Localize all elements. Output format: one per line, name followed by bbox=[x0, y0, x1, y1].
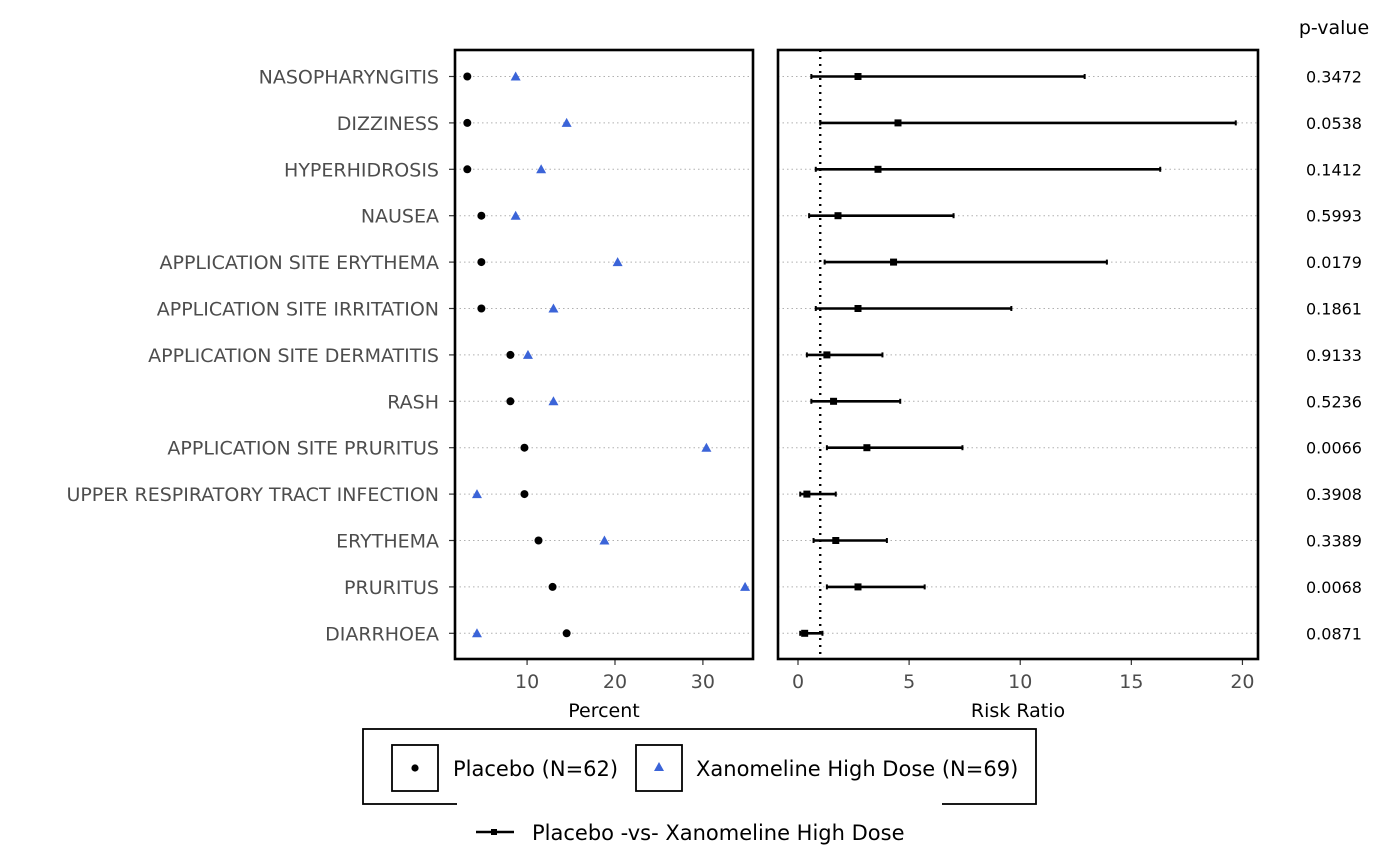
percent-x-tick-label: 30 bbox=[691, 671, 715, 693]
p-value: 0.0068 bbox=[1306, 578, 1362, 597]
term-label: RASH bbox=[387, 391, 439, 413]
legend-risk-ratio-label: Placebo -vs- Xanomeline High Dose bbox=[532, 821, 905, 845]
risk-ratio-x-tick-label: 0 bbox=[792, 671, 804, 693]
risk-ratio-estimate bbox=[854, 583, 862, 591]
term-label: DIZZINESS bbox=[337, 113, 439, 135]
placebo-point bbox=[463, 72, 472, 81]
risk-ratio-estimate bbox=[830, 397, 838, 405]
p-value: 0.5236 bbox=[1306, 392, 1362, 411]
p-value: 0.0871 bbox=[1306, 624, 1362, 643]
xanomeline-point bbox=[599, 535, 610, 545]
percent-x-tick-label: 20 bbox=[603, 671, 627, 693]
p-value: 0.0179 bbox=[1306, 253, 1362, 272]
p-value: 0.0538 bbox=[1306, 114, 1362, 133]
term-label: UPPER RESPIRATORY TRACT INFECTION bbox=[66, 484, 439, 506]
xanomeline-point bbox=[536, 164, 547, 174]
risk-ratio-estimate bbox=[894, 119, 902, 127]
term-label: APPLICATION SITE PRURITUS bbox=[167, 438, 439, 460]
risk-ratio-estimate bbox=[890, 258, 898, 266]
placebo-point bbox=[548, 582, 557, 591]
legend-xanomeline-triangle-icon bbox=[654, 762, 664, 771]
risk-ratio-estimate bbox=[863, 444, 871, 452]
p-value: 0.9133 bbox=[1306, 346, 1362, 365]
risk-ratio-axis-title: Risk Ratio bbox=[971, 700, 1065, 722]
xanomeline-point bbox=[522, 349, 533, 359]
placebo-point bbox=[463, 165, 472, 174]
placebo-point bbox=[506, 350, 515, 359]
legend-placebo-label: Placebo (N=62) bbox=[453, 757, 618, 781]
placebo-point bbox=[506, 397, 515, 406]
xanomeline-point bbox=[740, 581, 751, 591]
xanomeline-point bbox=[510, 210, 521, 220]
p-value: 0.0066 bbox=[1306, 439, 1362, 458]
placebo-point bbox=[477, 211, 486, 220]
legend-key-xanomeline bbox=[635, 744, 683, 792]
risk-ratio-estimate bbox=[832, 537, 840, 544]
p-value-column: 0.3472 0.0538 0.1412 0.5993 0.0179 0.1861 0.91… bbox=[1306, 68, 1362, 644]
xanomeline-point bbox=[548, 396, 559, 406]
p-value: 0.3908 bbox=[1306, 485, 1362, 504]
placebo-point bbox=[520, 443, 529, 452]
placebo-point bbox=[477, 258, 486, 267]
data-marks bbox=[463, 50, 1237, 659]
term-label: ERYTHEMA bbox=[336, 531, 439, 553]
risk-ratio-estimate bbox=[801, 629, 809, 637]
risk-ratio-x-tick-label: 5 bbox=[903, 671, 915, 693]
percent-x-tick-label: 10 bbox=[515, 671, 539, 693]
legend-xanomeline-label: Xanomeline High Dose (N=69) bbox=[696, 757, 1018, 781]
legend-gap bbox=[457, 798, 942, 808]
axis-ticks: 10 20 30 0 5 10 15 20 bbox=[449, 75, 1255, 693]
term-label: HYPERHIDROSIS bbox=[284, 159, 439, 181]
risk-ratio-estimate bbox=[823, 351, 831, 359]
p-value: 0.3389 bbox=[1306, 532, 1362, 551]
risk-ratio-x-tick-label: 10 bbox=[1008, 671, 1032, 693]
xanomeline-point bbox=[510, 71, 521, 81]
placebo-point bbox=[520, 490, 529, 499]
percent-panel-frame bbox=[453, 48, 755, 661]
xanomeline-point bbox=[561, 117, 572, 127]
xanomeline-point bbox=[701, 442, 712, 452]
risk-ratio-x-tick-label: 20 bbox=[1230, 671, 1254, 693]
p-value: 0.1412 bbox=[1306, 160, 1362, 179]
legend: Placebo (N=62) Xanomeline High Dose (N=6… bbox=[362, 728, 1037, 845]
placebo-point bbox=[534, 536, 543, 545]
term-label: NAUSEA bbox=[361, 206, 439, 228]
p-value: 0.3472 bbox=[1306, 68, 1362, 87]
term-label: NASOPHARYNGITIS bbox=[259, 67, 439, 89]
risk-ratio-estimate bbox=[834, 212, 842, 220]
term-label: APPLICATION SITE DERMATITIS bbox=[148, 345, 439, 367]
legend-placebo-circle-icon bbox=[411, 764, 419, 772]
percent-axis-title: Percent bbox=[568, 700, 640, 722]
risk-ratio-estimate bbox=[854, 73, 862, 80]
placebo-point bbox=[562, 629, 571, 638]
p-value: 0.5993 bbox=[1306, 207, 1362, 226]
risk-ratio-panel-frame bbox=[776, 48, 1260, 661]
xanomeline-point bbox=[471, 489, 482, 499]
risk-ratio-estimate bbox=[854, 305, 862, 312]
term-label: DIARRHOEA bbox=[325, 623, 439, 645]
risk-ratio-estimate bbox=[874, 165, 882, 173]
legend-key-placebo bbox=[391, 744, 439, 792]
term-label: APPLICATION SITE ERYTHEMA bbox=[159, 252, 439, 274]
placebo-point bbox=[463, 118, 472, 127]
term-labels: NASOPHARYNGITIS DIZZINESS HYPERHIDROSIS NAU… bbox=[66, 67, 439, 646]
placebo-point bbox=[477, 304, 486, 313]
xanomeline-point bbox=[612, 257, 623, 267]
risk-ratio-estimate bbox=[803, 490, 811, 498]
pvalue-header: p-value bbox=[1299, 17, 1369, 39]
term-label: PRURITUS bbox=[344, 577, 439, 599]
p-value: 0.1861 bbox=[1306, 300, 1362, 319]
legend-risk-ratio-square-icon bbox=[491, 829, 497, 835]
xanomeline-point bbox=[548, 303, 559, 313]
term-label: APPLICATION SITE IRRITATION bbox=[157, 299, 439, 321]
risk-ratio-x-tick-label: 15 bbox=[1119, 671, 1143, 693]
xanomeline-point bbox=[471, 628, 482, 638]
